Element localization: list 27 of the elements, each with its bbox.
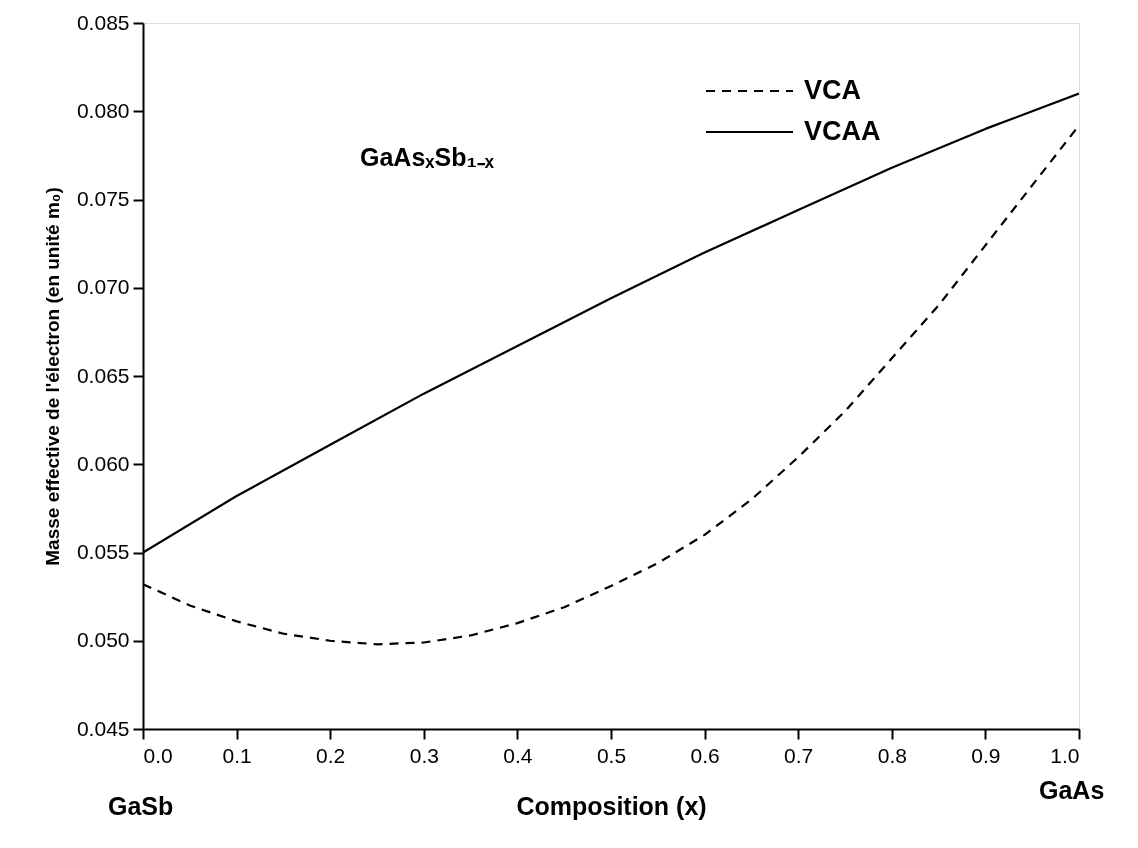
x-tick-label: 0.7 — [784, 743, 814, 767]
y-tick-label: 0.075 — [76, 187, 130, 210]
x-axis-title: Composition (x) — [516, 791, 707, 820]
y-tick-label: 0.080 — [76, 98, 130, 122]
x-tick-label: 0.1 — [222, 743, 252, 767]
legend-label: VCA — [804, 75, 862, 105]
x-tick-label: 0.9 — [971, 743, 1001, 767]
x-tick-label: 0.4 — [503, 743, 533, 767]
y-tick-label: 0.070 — [76, 275, 130, 299]
legend-label: VCAA — [804, 116, 881, 146]
text: GaSb — [108, 792, 174, 820]
annotation: GaAsₓSb₁₋ₓ — [360, 143, 495, 171]
y-tick-label: 0.085 — [76, 10, 130, 34]
text: GaAs — [1039, 776, 1105, 804]
x-tick-label: 0.6 — [690, 743, 720, 767]
y-tick-label: 0.060 — [76, 451, 130, 475]
x-tick-label: 0.8 — [877, 743, 907, 767]
y-tick-label: 0.065 — [76, 363, 130, 387]
y-axis-title: Masse effective de l'électron (en unité m₀) — [41, 187, 63, 566]
y-tick-label: 0.050 — [76, 628, 130, 652]
x-tick-label: 1.0 — [1050, 743, 1080, 767]
y-tick-label: 0.045 — [76, 716, 130, 740]
x-tick-label: 0.2 — [316, 743, 346, 767]
x-tick-label: 0.0 — [143, 743, 173, 767]
x-tick-label: 0.5 — [596, 743, 627, 767]
y-tick-label: 0.055 — [76, 540, 130, 563]
x-tick-label: 0.3 — [409, 743, 439, 767]
